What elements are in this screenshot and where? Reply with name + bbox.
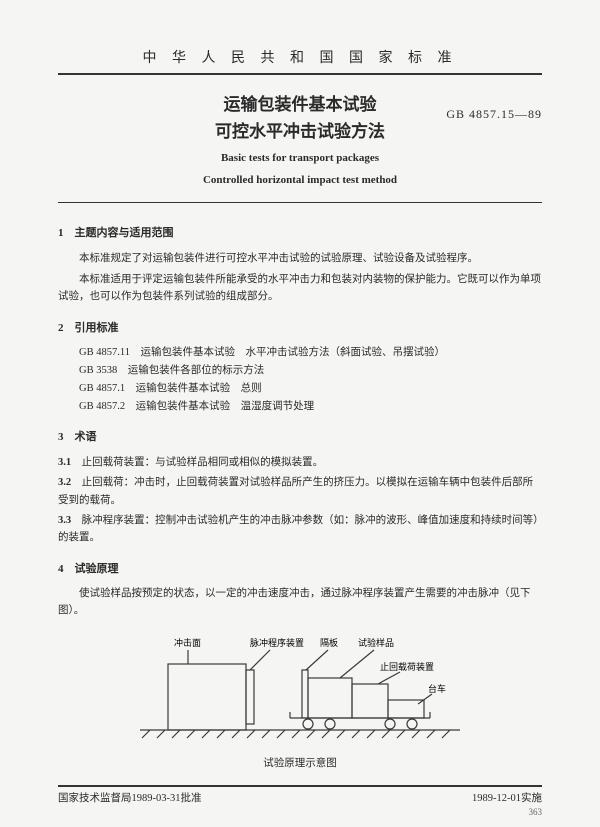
term-text: 止回载荷：冲击时，止回载荷装置对试验样品所产生的挤压力。以模拟在运输车辆中包装件… — [58, 477, 533, 505]
label-baffle: 隔板 — [320, 637, 338, 648]
title-block: 运输包装件基本试验 可控水平冲击试验方法 GB 4857.15—89 Basic… — [58, 91, 542, 188]
term-text: 脉冲程序装置：控制冲击试验机产生的冲击脉冲参数（如：脉冲的波形、峰值加速度和持续… — [58, 515, 538, 543]
label-sample: 试验样品 — [358, 637, 394, 648]
footer-left: 国家技术监督局1989-03-31批准 — [58, 791, 202, 807]
diagram-svg: 冲击面 脉冲程序装置 隔板 试验样品 止回载荷装置 台车 — [130, 630, 470, 750]
header-rule — [58, 73, 542, 75]
section-4-heading: 4 试验原理 — [58, 561, 542, 578]
label-backstop: 止回载荷装置 — [380, 661, 434, 672]
term-num: 3.1 — [58, 457, 71, 468]
term-num: 3.3 — [58, 515, 71, 526]
label-pulse-device: 脉冲程序装置 — [250, 637, 304, 648]
reference-item: GB 4857.11 运输包装件基本试验 水平冲击试验方法（斜面试验、吊摆试验） — [79, 344, 542, 362]
page-number: 363 — [529, 806, 543, 820]
term-3-2: 3.2 止回载荷：冲击时，止回载荷装置对试验样品所产生的挤压力。以模拟在运输车辆… — [58, 474, 542, 509]
title-en-line1: Basic tests for transport packages — [58, 151, 542, 166]
title-en-line2: Controlled horizontal impact test method — [58, 173, 542, 188]
section-1-para-1: 本标准规定了对运输包装件进行可控水平冲击试验的试验原理、试验设备及试验程序。 — [58, 250, 542, 267]
term-3-3: 3.3 脉冲程序装置：控制冲击试验机产生的冲击脉冲参数（如：脉冲的波形、峰值加速… — [58, 512, 542, 547]
label-impact-surface: 冲击面 — [174, 637, 201, 648]
term-num: 3.2 — [58, 477, 71, 488]
standard-code: GB 4857.15—89 — [446, 105, 542, 123]
header-org: 中 华 人 民 共 和 国 国 家 标 准 — [58, 48, 542, 69]
section-3-heading: 3 术语 — [58, 429, 542, 446]
term-3-1: 3.1 止回载荷装置：与试验样品相同或相似的模拟装置。 — [58, 454, 542, 471]
figure-caption: 试验原理示意图 — [58, 756, 542, 772]
footer-rule — [58, 785, 542, 787]
figure: 冲击面 脉冲程序装置 隔板 试验样品 止回载荷装置 台车 试验原理示意图 — [58, 630, 542, 772]
reference-item: GB 4857.2 运输包装件基本试验 温湿度调节处理 — [79, 398, 542, 416]
title-rule — [58, 202, 542, 203]
reference-item: GB 3538 运输包装件各部位的标示方法 — [79, 362, 542, 380]
section-2-heading: 2 引用标准 — [58, 320, 542, 337]
section-1-para-2: 本标准适用于评定运输包装件所能承受的水平冲击力和包装对内装物的保护能力。它既可以… — [58, 271, 542, 306]
reference-item: GB 4857.1 运输包装件基本试验 总则 — [79, 380, 542, 398]
reference-list: GB 4857.11 运输包装件基本试验 水平冲击试验方法（斜面试验、吊摆试验）… — [79, 344, 542, 415]
section-4-para-1: 使试验样品按预定的状态，以一定的冲击速度冲击，通过脉冲程序装置产生需要的冲击脉冲… — [58, 585, 542, 620]
section-1-heading: 1 主题内容与适用范围 — [58, 225, 542, 242]
term-text: 止回载荷装置：与试验样品相同或相似的模拟装置。 — [82, 457, 324, 468]
footer: 国家技术监督局1989-03-31批准 1989-12-01实施 — [58, 791, 542, 807]
label-trolley: 台车 — [428, 683, 446, 694]
